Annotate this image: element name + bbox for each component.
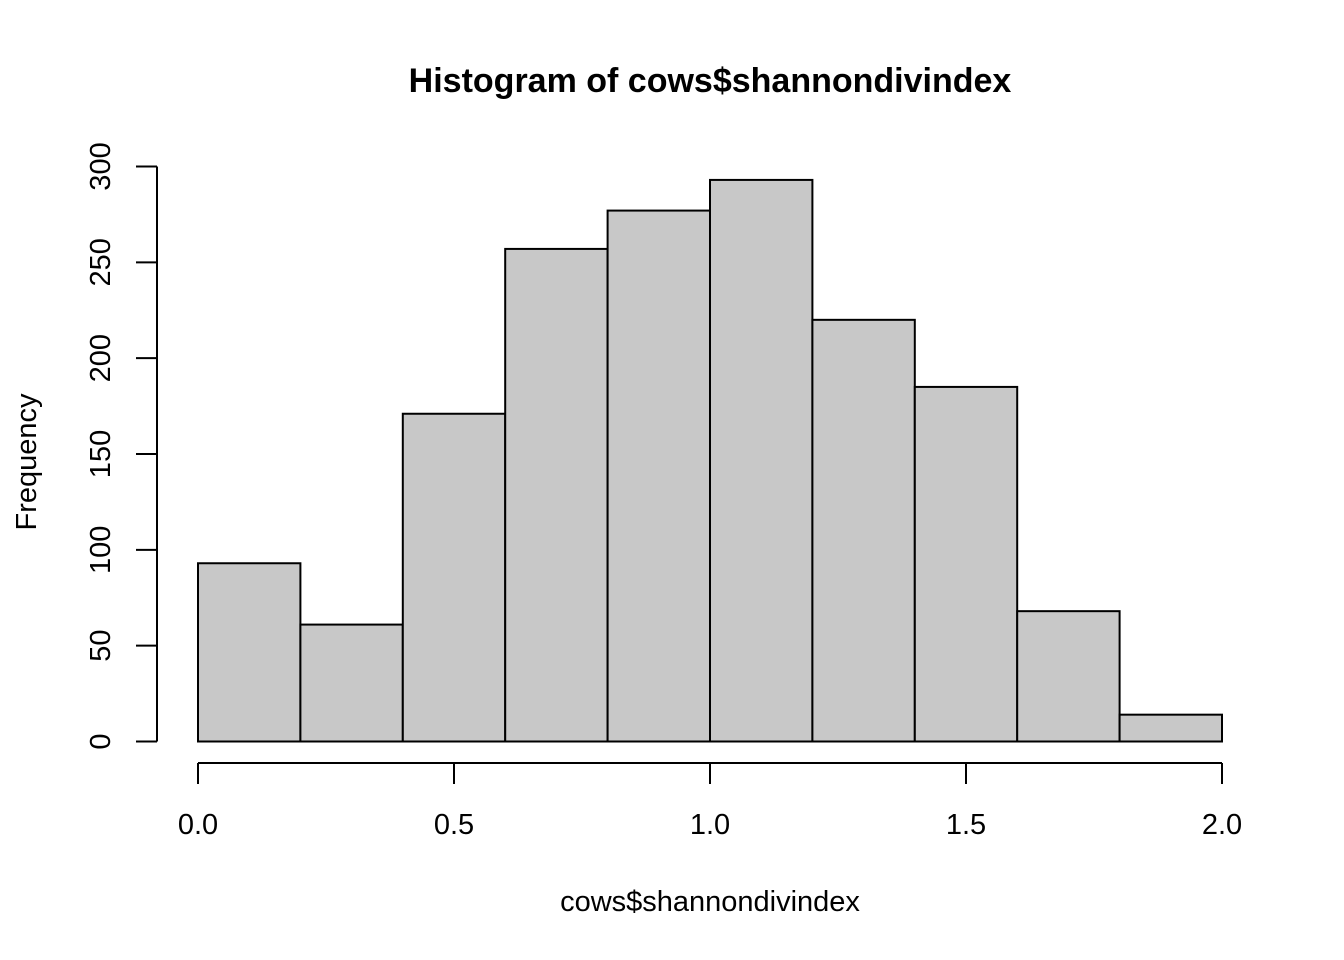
- y-tick-label-0: 0: [85, 733, 117, 749]
- y-axis-label: Frequency: [11, 393, 43, 531]
- histogram-bar-9: [1118, 713, 1223, 743]
- y-tick-label-5: 250: [85, 238, 117, 286]
- y-tick-label-6: 300: [85, 142, 117, 190]
- x-tick-label-4: 2.0: [1202, 809, 1242, 841]
- x-axis-label: cows$shannondivindex: [560, 886, 860, 918]
- x-tick-label-2: 1.0: [690, 809, 730, 841]
- y-tick-label-4: 200: [85, 334, 117, 382]
- bars-group: [197, 178, 1223, 743]
- histogram-bar-6: [811, 318, 916, 743]
- y-tick-label-3: 150: [85, 430, 117, 478]
- y-tick-label-1: 50: [85, 630, 117, 662]
- y-axis: 0 50 100 150 200 250 300: [85, 142, 158, 750]
- x-tick-label-3: 1.5: [946, 809, 986, 841]
- x-axis: 0.0 0.5 1.0 1.5 2.0: [178, 762, 1242, 841]
- histogram-bar-7: [913, 385, 1019, 743]
- histogram-bar-5: [709, 178, 814, 743]
- x-tick-label-1: 0.5: [434, 809, 474, 841]
- histogram-bar-1: [299, 623, 404, 743]
- histogram-bar-2: [401, 412, 507, 743]
- histogram-bar-0: [197, 562, 302, 743]
- histogram-bar-3: [504, 247, 609, 743]
- y-tick-label-2: 100: [85, 526, 117, 574]
- x-tick-label-0: 0.0: [178, 809, 218, 841]
- chart-title: Histogram of cows$shannondivindex: [409, 62, 1012, 100]
- histogram-bar-8: [1016, 610, 1121, 743]
- histogram-bar-4: [606, 209, 711, 743]
